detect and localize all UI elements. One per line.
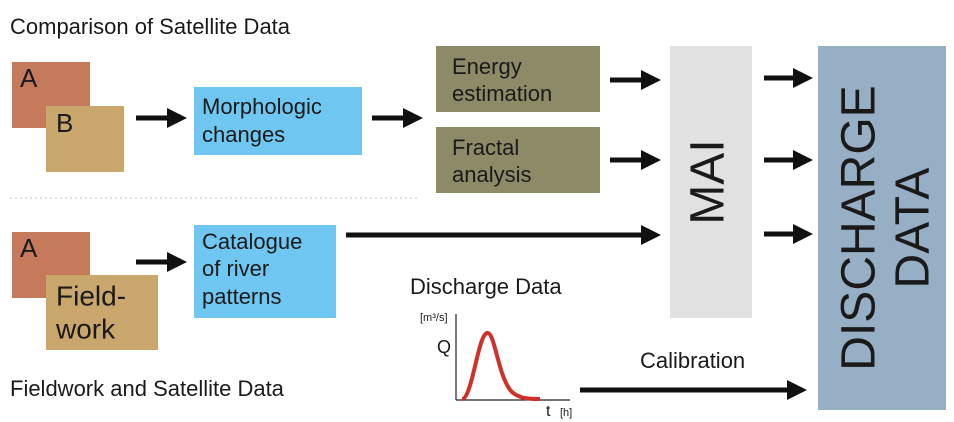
box-mai bbox=[670, 46, 752, 318]
inset-y-unit: [m³/s] bbox=[420, 312, 448, 324]
box-label: Catalogue bbox=[202, 229, 302, 254]
box-label: work bbox=[55, 313, 116, 344]
box-label: of river bbox=[202, 256, 269, 281]
box-label: changes bbox=[202, 122, 285, 147]
inset-x-unit: [h] bbox=[560, 407, 572, 419]
box-label: Energy bbox=[452, 54, 522, 79]
box-label: DATA bbox=[887, 168, 940, 289]
box-label: Morphologic bbox=[202, 94, 322, 119]
section-title: Fieldwork and Satellite Data bbox=[10, 376, 285, 401]
box-fieldwork bbox=[46, 275, 158, 350]
box-fractal bbox=[436, 127, 600, 193]
box-label: A bbox=[20, 63, 38, 93]
box-energy bbox=[436, 46, 600, 112]
box-label: estimation bbox=[452, 81, 552, 106]
box-label: DISCHARGE bbox=[833, 85, 886, 370]
hydrograph-curve bbox=[460, 331, 541, 401]
box-discharge bbox=[818, 46, 946, 410]
box-morphologic bbox=[194, 87, 362, 155]
box-label: patterns bbox=[202, 284, 282, 309]
inset-x-label: t bbox=[546, 403, 551, 420]
box-label: B bbox=[56, 108, 73, 138]
box-b bbox=[46, 106, 124, 172]
inset-title: Discharge Data bbox=[410, 274, 562, 299]
box-label: A bbox=[20, 233, 38, 263]
box-label: MAI bbox=[682, 139, 735, 224]
section-title: Comparison of Satellite Data bbox=[10, 14, 291, 39]
inset-y-label: Q bbox=[437, 337, 451, 357]
box-label: Field- bbox=[56, 280, 126, 311]
box-label: analysis bbox=[452, 162, 531, 187]
calibration-label: Calibration bbox=[640, 348, 745, 373]
box-label: Fractal bbox=[452, 135, 519, 160]
box-catalogue bbox=[194, 225, 336, 318]
